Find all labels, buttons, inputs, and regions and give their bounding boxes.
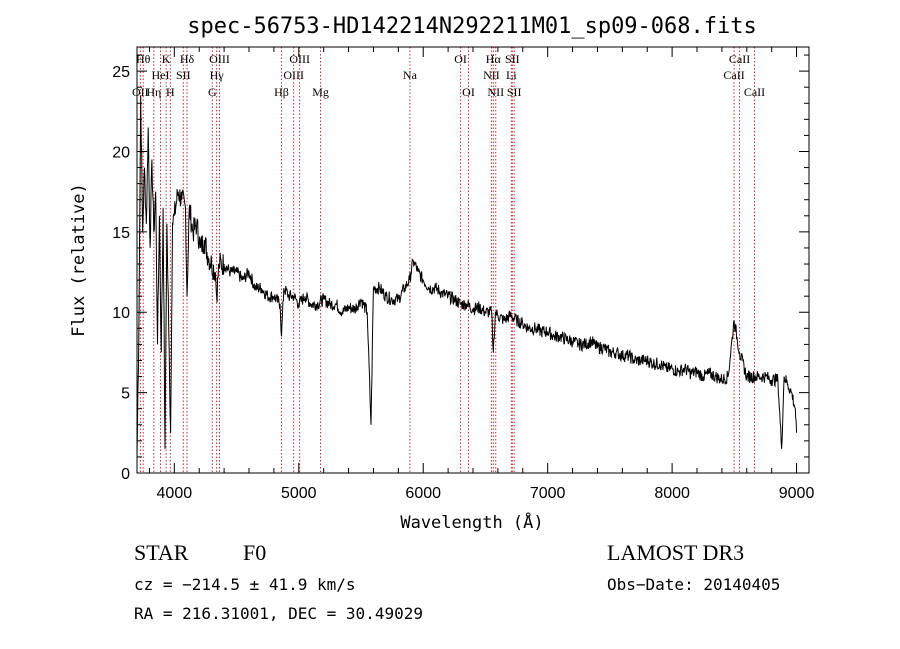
chart-title: spec-56753-HD142214N292211M01_sp09-068.f… <box>187 14 757 39</box>
y-tick-label: 15 <box>112 225 130 242</box>
line-label-20: NII <box>487 85 504 99</box>
y-tick-label: 20 <box>112 144 130 161</box>
plot-frame <box>136 46 810 474</box>
x-tick-label: 5000 <box>281 485 317 502</box>
observation-date: Obs−Date: 20140405 <box>607 575 781 594</box>
line-label-0: OII <box>132 85 149 99</box>
line-label-21: Li <box>506 68 517 82</box>
line-label-17: OI <box>462 85 475 99</box>
redshift-velocity: cz = −214.5 ± 41.9 km/s <box>134 575 356 594</box>
line-label-2: Hη <box>146 85 161 99</box>
line-label-25: CaII <box>729 52 750 66</box>
spectral-line-labels: OIIHθHηHeIKHSIIHδGHγOIIIHβOIIIOIIIMgNaOI… <box>132 52 765 99</box>
y-tick-label: 10 <box>112 305 130 322</box>
x-axis-label: Wavelength (Å) <box>400 511 543 533</box>
line-label-6: SII <box>176 68 191 82</box>
spectrum-line <box>136 95 798 457</box>
object-subclass: F0 <box>243 540 267 565</box>
line-label-22: SII <box>505 52 520 66</box>
line-label-13: OIII <box>289 52 310 66</box>
survey-name: LAMOST DR3 <box>607 540 745 565</box>
line-label-16: OI <box>454 52 467 66</box>
line-label-26: CaII <box>744 85 765 99</box>
y-tick-label: 25 <box>112 64 130 81</box>
line-label-1: Hθ <box>136 52 151 66</box>
y-tick-label: 0 <box>121 466 130 483</box>
line-label-18: NII <box>483 68 500 82</box>
spectral-line-markers <box>139 47 755 473</box>
line-label-7: Hδ <box>180 52 195 66</box>
x-tick-label: 9000 <box>779 485 815 502</box>
y-axis-ticks: 0 5 10 15 20 25 <box>112 54 809 483</box>
y-tick-label: 5 <box>121 386 130 403</box>
line-label-11: Hβ <box>274 85 289 99</box>
line-label-19: Hα <box>486 52 502 66</box>
line-label-8: G <box>208 85 217 99</box>
x-tick-label: 7000 <box>530 485 566 502</box>
line-label-4: K <box>162 52 171 66</box>
object-class: STAR <box>134 540 189 565</box>
line-label-9: Hγ <box>210 68 225 82</box>
x-tick-label: 8000 <box>654 485 690 502</box>
line-label-14: Mg <box>312 85 329 99</box>
line-label-23: SII <box>507 85 522 99</box>
line-label-3: HeI <box>152 68 170 82</box>
line-label-10: OIII <box>209 52 230 66</box>
line-label-24: CaII <box>723 68 744 82</box>
coordinates: RA = 216.31001, DEC = 30.49029 <box>134 604 423 623</box>
line-label-15: Na <box>403 68 418 82</box>
x-tick-label: 4000 <box>157 485 193 502</box>
x-tick-label: 6000 <box>405 485 441 502</box>
y-axis-label: Flux (relative) <box>69 183 89 337</box>
line-label-12: OIII <box>283 68 304 82</box>
x-axis-ticks: 4000 5000 6000 7000 8000 9000 <box>148 47 815 502</box>
line-label-5: H <box>166 85 175 99</box>
